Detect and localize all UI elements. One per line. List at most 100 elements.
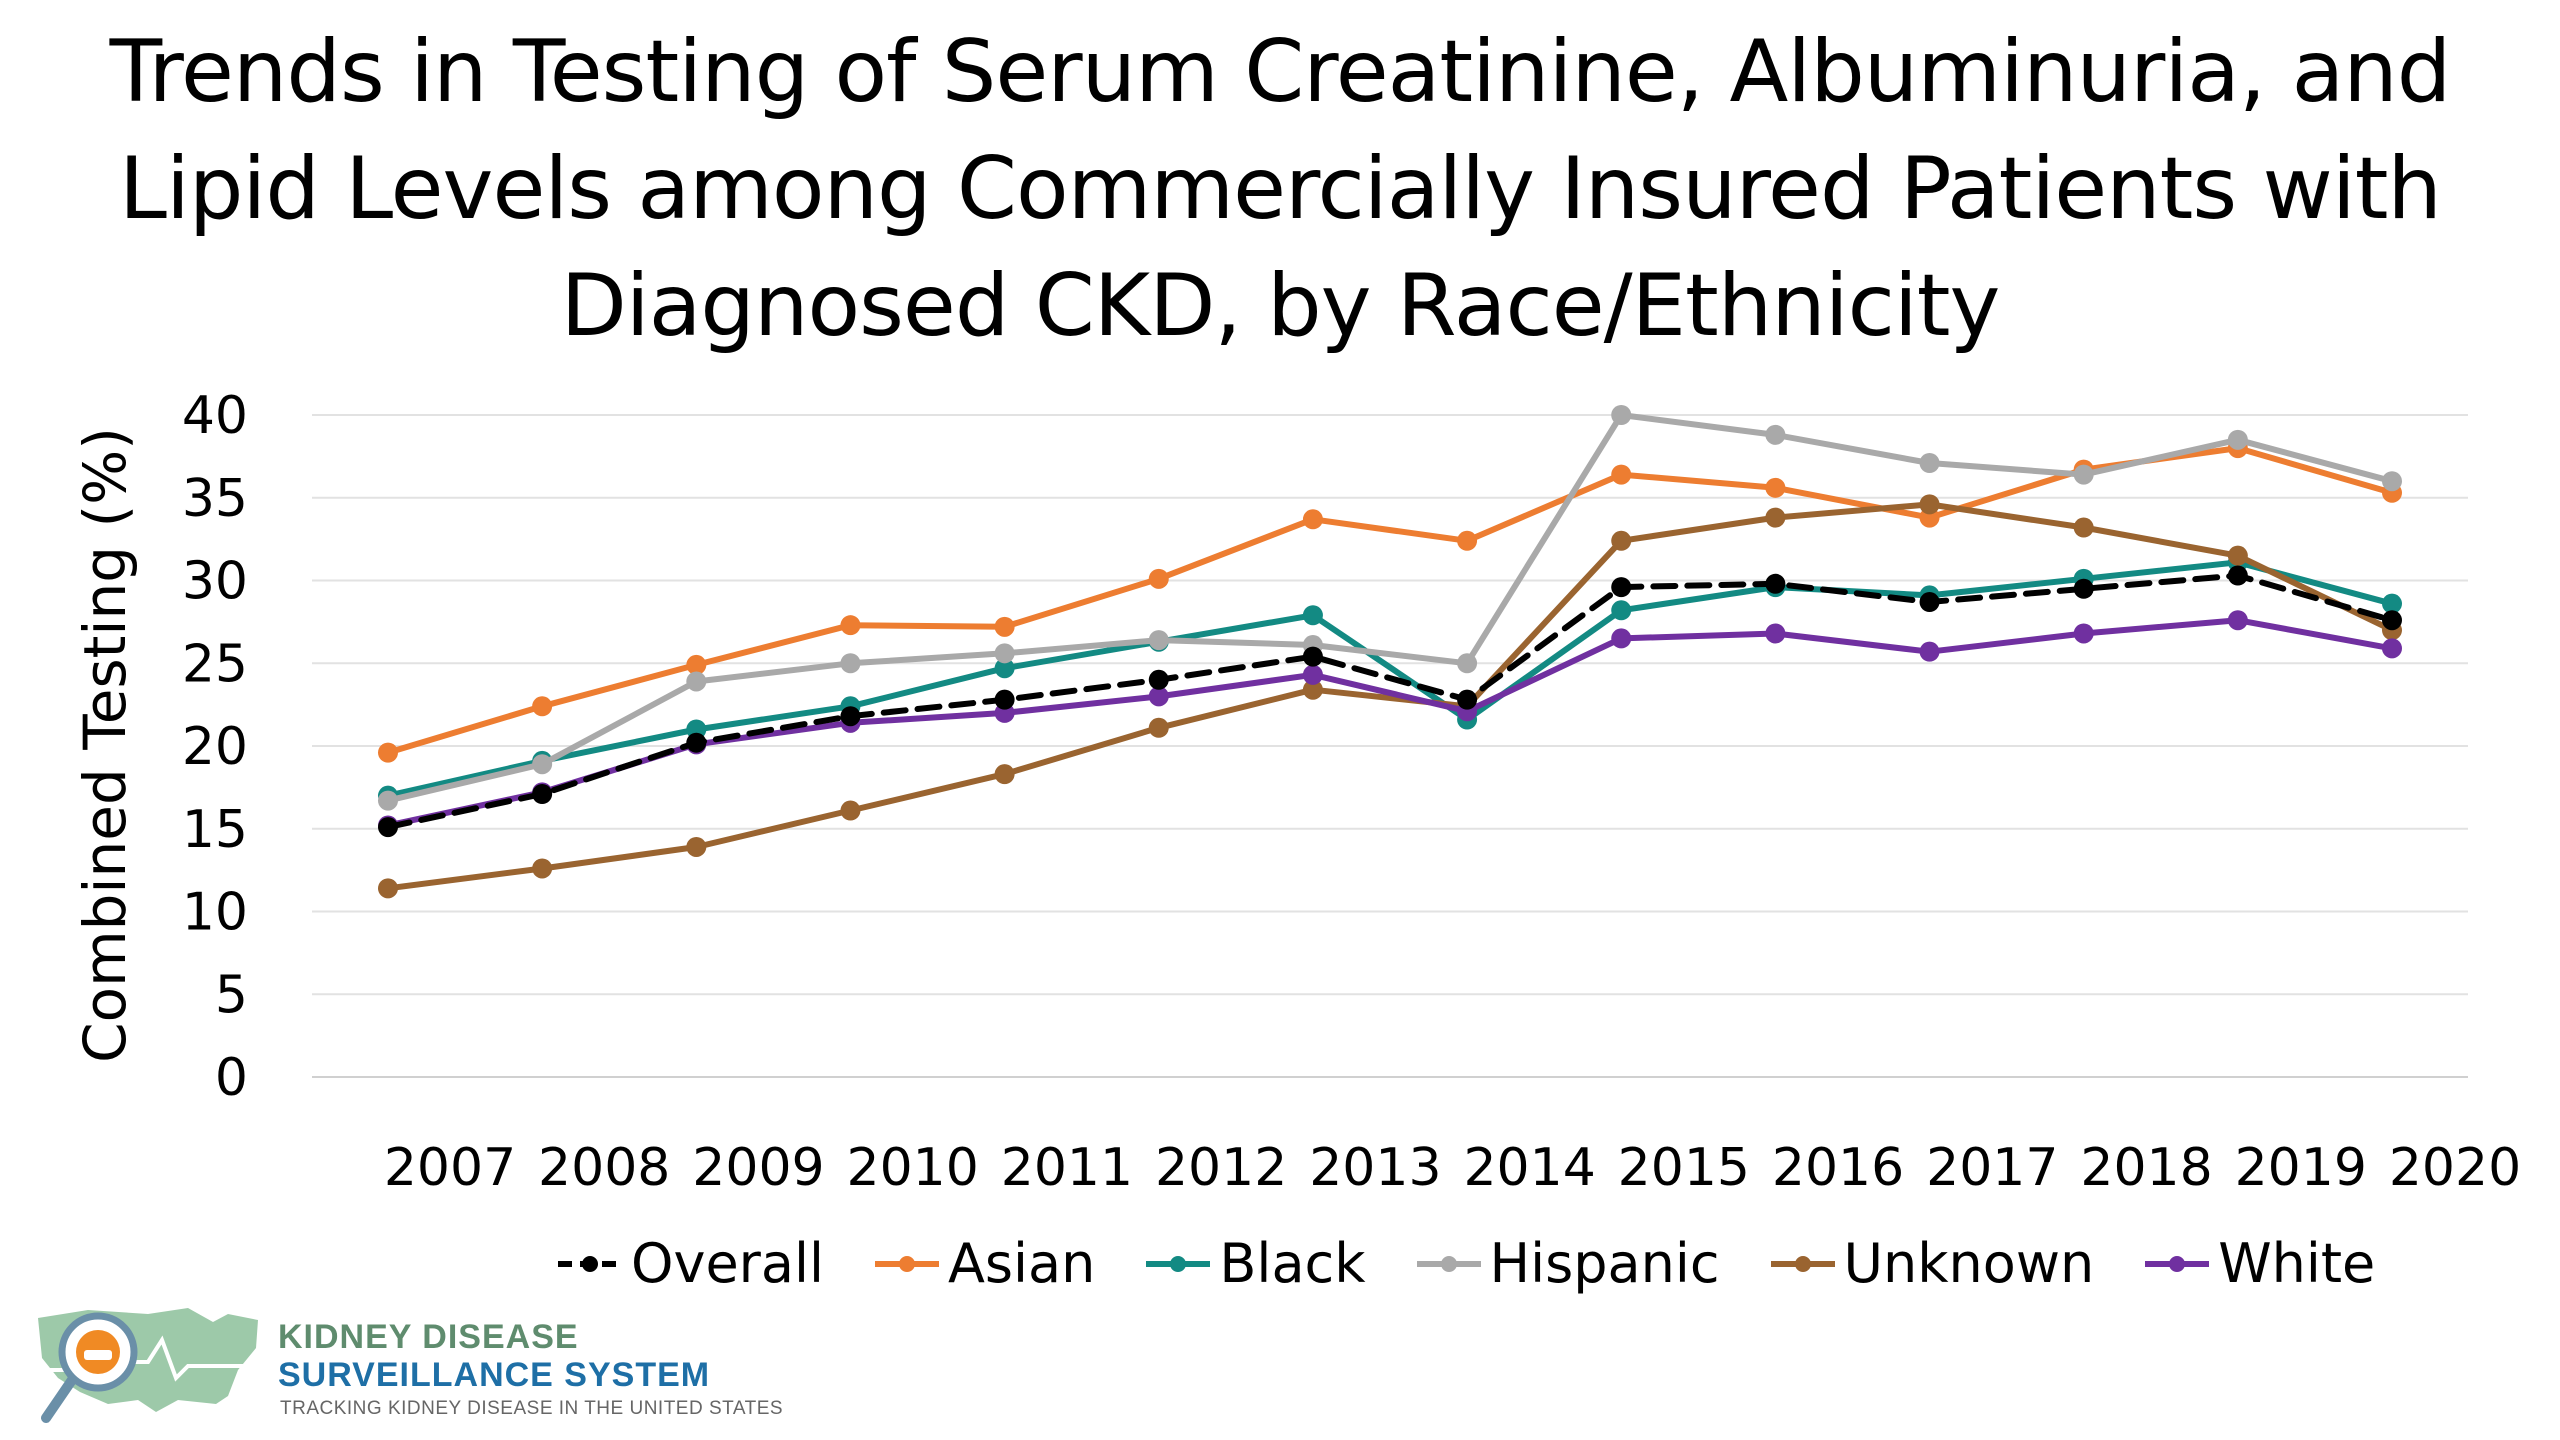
data-point [1611,628,1632,649]
y-tick-label: 0 [215,1048,248,1108]
x-tick-label: 2019 [2235,1138,2367,1198]
data-point [1148,717,1169,738]
chart-title-line-3: Diagnosed CKD, by Race/Ethnicity [560,256,2001,356]
data-point [2382,638,2402,659]
logo-tagline: TRACKING KIDNEY DISEASE IN THE UNITED ST… [280,1398,784,1419]
data-point [1919,494,1940,515]
legend-item-black: Black [1143,1232,1366,1295]
data-point [1457,530,1478,551]
x-tick-label: 2017 [1926,1138,2058,1198]
data-point [1148,686,1169,707]
x-tick-label: 2020 [2389,1138,2521,1198]
data-point [532,858,553,879]
data-point [1148,630,1169,651]
data-point [1765,573,1786,594]
legend-label: Unknown [1843,1232,2095,1295]
data-point [532,754,553,775]
data-point [1919,452,1940,473]
x-tick-label: 2016 [1772,1138,1904,1198]
y-tick-label: 15 [182,800,248,860]
series-unknown [378,494,2402,899]
legend-label: White [2218,1232,2376,1295]
logo-line-2: SURVEILLANCE SYSTEM [278,1356,711,1394]
y-tick-label: 25 [182,634,248,694]
kdss-logo: KIDNEY DISEASE SURVEILLANCE SYSTEM TRACK… [28,1300,783,1430]
x-tick-label: 2010 [847,1138,979,1198]
data-point [1765,623,1786,644]
legend-swatch [1770,1255,1835,1272]
data-point [994,643,1015,664]
data-point [1765,424,1786,445]
x-tick-label: 2011 [1001,1138,1133,1198]
data-point [2227,565,2248,586]
data-point [994,658,1015,679]
y-tick-label: 10 [182,883,248,943]
data-point [2227,429,2248,450]
legend: Overall Asian Black Hispanic Unknown White [555,1232,2423,1295]
legend-item-unknown: Unknown [1768,1232,2095,1295]
us-map-magnifier-icon [38,1308,258,1423]
data-point [840,706,861,727]
data-point [1919,592,1940,613]
legend-item-hispanic: Hispanic [1414,1232,1720,1295]
series-line [385,412,2395,804]
data-point [686,654,707,675]
legend-label: Black [1219,1232,1366,1295]
y-tick-label: 20 [182,717,248,777]
data-point [1302,679,1323,700]
data-point [1457,689,1478,710]
data-point [2382,593,2402,614]
data-point [686,732,707,753]
data-point [840,615,861,636]
data-point [378,742,398,763]
x-tick-label: 2015 [1618,1138,1750,1198]
legend-item-overall: Overall [555,1232,824,1295]
series-line [385,445,2395,756]
data-point [2382,471,2402,492]
data-point [1611,405,1632,425]
data-point [2227,545,2248,566]
data-point [840,653,861,674]
logo-line-1: KIDNEY DISEASE [278,1318,579,1356]
data-point [2073,517,2094,538]
series-layer [378,405,2402,899]
series-hispanic [378,405,2402,811]
data-point [686,671,707,692]
data-point [378,790,398,811]
legend-label: Overall [631,1232,824,1295]
data-point [1302,509,1323,530]
y-tick-label: 35 [182,469,248,529]
grid-lines [312,414,2468,1078]
data-point [994,616,1015,637]
y-axis-label: Combined Testing (%) [71,427,139,1063]
legend-swatch [874,1255,939,1272]
series-overall [378,565,2402,838]
series-line [385,617,2395,829]
data-point [1148,568,1169,589]
legend-swatch [2145,1255,2210,1272]
data-point [1611,530,1632,551]
data-point [378,878,398,899]
series-white [378,610,2402,836]
data-point [1302,664,1323,685]
data-point [1611,577,1632,598]
chart-title-line-1: Trends in Testing of Serum Creatinine, A… [109,22,2452,122]
data-point [1457,653,1478,674]
series-asian [378,438,2402,763]
data-point [2073,623,2094,644]
series-line [385,572,2395,831]
x-tick-label: 2009 [692,1138,824,1198]
series-line [385,501,2395,892]
data-point [686,836,707,857]
data-point [2073,464,2094,485]
data-point [1302,646,1323,667]
data-point [840,800,861,821]
chart-title: Trends in Testing of Serum Creatinine, A… [0,14,2560,365]
legend-swatch [1416,1255,1481,1272]
data-point [1919,641,1940,662]
legend-label: Asian [947,1232,1096,1295]
legend-item-asian: Asian [872,1232,1095,1295]
series-line [385,559,2395,799]
data-point [1302,605,1323,626]
